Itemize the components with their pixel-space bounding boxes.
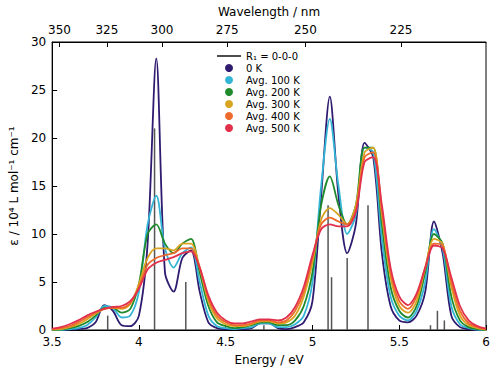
svg-text:5: 5 [39,275,47,289]
svg-text:3.5: 3.5 [43,335,62,349]
svg-text:0 K: 0 K [246,63,263,74]
svg-text:Avg. 200 K: Avg. 200 K [246,87,300,98]
svg-text:Avg. 300 K: Avg. 300 K [246,99,300,110]
svg-text:350: 350 [48,23,71,37]
svg-text:Avg. 100 K: Avg. 100 K [246,75,300,86]
svg-text:R₁ = 0-0-0: R₁ = 0-0-0 [246,51,298,62]
svg-text:5: 5 [309,335,317,349]
svg-text:325: 325 [95,23,118,37]
svg-text:ε / 10⁴ L mol⁻¹ cm⁻¹: ε / 10⁴ L mol⁻¹ cm⁻¹ [7,126,21,245]
svg-text:Avg. 400 K: Avg. 400 K [246,111,300,122]
svg-text:Avg. 500 K: Avg. 500 K [246,123,300,134]
svg-text:20: 20 [31,131,46,145]
svg-text:Wavelength / nm: Wavelength / nm [218,5,320,19]
svg-text:15: 15 [31,179,46,193]
svg-text:10: 10 [31,227,46,241]
svg-text:25: 25 [31,83,46,97]
svg-text:6: 6 [482,335,490,349]
svg-text:275: 275 [216,23,239,37]
svg-text:Energy / eV: Energy / eV [234,353,304,367]
svg-text:300: 300 [151,23,174,37]
svg-text:4.5: 4.5 [216,335,235,349]
svg-text:5.5: 5.5 [390,335,409,349]
svg-text:30: 30 [31,35,46,49]
svg-text:225: 225 [390,23,413,37]
svg-text:4: 4 [135,335,143,349]
svg-text:0: 0 [38,323,47,337]
svg-text:250: 250 [294,23,317,37]
